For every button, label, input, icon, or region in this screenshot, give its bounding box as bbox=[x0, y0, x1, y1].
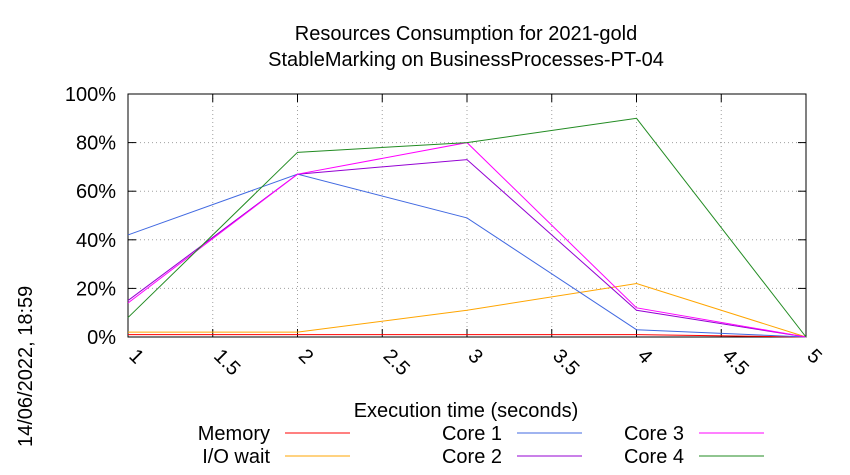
x-tick-label: 3.5 bbox=[548, 345, 583, 380]
legend-label-core-2: Core 2 bbox=[442, 446, 502, 468]
y-tick-label: 80% bbox=[76, 133, 116, 155]
x-tick-label: 4 bbox=[633, 345, 656, 368]
y-tick-label: 40% bbox=[76, 230, 116, 252]
series-line-core-1 bbox=[127, 173, 807, 338]
y-axis-ticks: 0% 20% 40% 60% 80% 100% bbox=[65, 84, 806, 349]
timestamp-label: 14/06/2022, 18:59 bbox=[15, 286, 37, 447]
x-tick-label: 1 bbox=[124, 345, 147, 368]
series-line-i-o-wait bbox=[128, 283, 807, 338]
legend-label-core-1: Core 1 bbox=[442, 423, 502, 445]
legend-label-core-3: Core 3 bbox=[624, 423, 684, 445]
series-lines bbox=[127, 117, 807, 338]
x-tick-label: 5 bbox=[802, 345, 825, 368]
y-tick-label: 60% bbox=[76, 181, 116, 203]
x-tick-label: 1.5 bbox=[209, 345, 244, 380]
series-line-core-4 bbox=[127, 117, 807, 338]
y-tick-label: 100% bbox=[65, 84, 116, 106]
y-tick-label: 0% bbox=[87, 327, 116, 349]
legend-label-memory: Memory bbox=[198, 423, 270, 445]
x-tick-label: 2.5 bbox=[379, 345, 414, 380]
x-tick-label: 4.5 bbox=[718, 345, 753, 380]
x-axis-label: Execution time (seconds) bbox=[354, 400, 579, 422]
x-tick-label: 2 bbox=[294, 345, 317, 368]
series-line-core-2 bbox=[127, 159, 807, 338]
chart-title-line-2: StableMarking on BusinessProcesses-PT-04 bbox=[268, 49, 664, 71]
x-tick-label: 3 bbox=[463, 345, 486, 368]
y-tick-label: 20% bbox=[76, 278, 116, 300]
chart-title-line-1: Resources Consumption for 2021-gold bbox=[295, 23, 637, 45]
grid-lines bbox=[128, 94, 806, 337]
series-line-memory bbox=[128, 334, 807, 338]
legend-label-i-o-wait: I/O wait bbox=[202, 446, 270, 468]
legend-label-core-4: Core 4 bbox=[624, 446, 684, 468]
